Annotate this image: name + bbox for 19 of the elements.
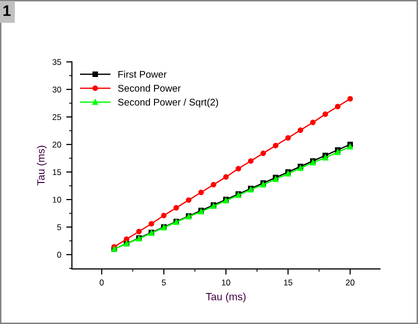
legend-label: Second Power xyxy=(118,84,181,92)
text: 1 xyxy=(3,5,11,16)
x-tick-label: 20 xyxy=(346,280,354,286)
y-tick-label: 0 xyxy=(57,252,62,258)
legend-label: First Power xyxy=(118,70,167,78)
y-tick-label: 10 xyxy=(52,196,62,203)
legend-label: Second Power / Sqrt(2) xyxy=(118,98,218,108)
y-tick-label: 25 xyxy=(52,114,62,120)
y-tick-label: 20 xyxy=(52,142,62,148)
x-tick-label: 0 xyxy=(100,280,104,286)
x-tick-label: 10 xyxy=(222,280,230,286)
x-tick-label: 15 xyxy=(284,280,292,286)
y-tick-label: 30 xyxy=(52,86,62,93)
y-axis-title: Tau (ms) xyxy=(36,146,47,186)
y-tick-label: 5 xyxy=(57,224,62,230)
x-tick-label: 5 xyxy=(162,280,166,286)
y-tick-label: 15 xyxy=(52,169,62,176)
x-axis-title: Tau (ms) xyxy=(206,292,246,302)
y-tick-label: 35 xyxy=(52,59,62,65)
